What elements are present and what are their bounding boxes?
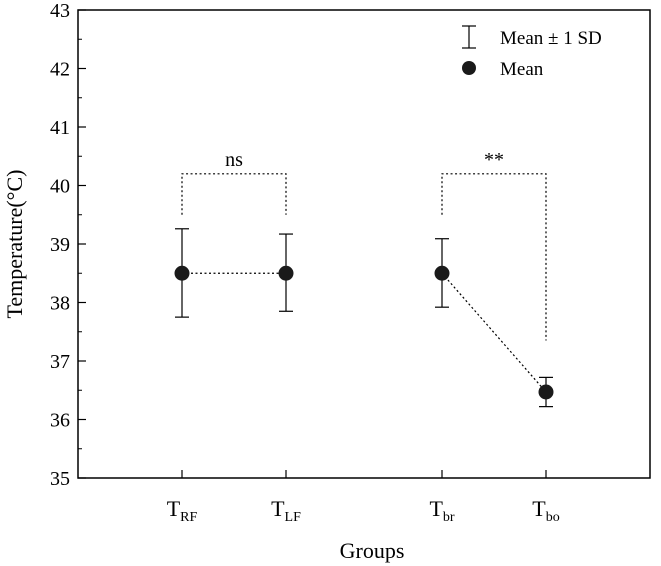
legend-mean-marker: [462, 61, 476, 75]
legend-label-mean: Mean: [500, 59, 544, 80]
significance-bracket: [441, 173, 547, 341]
y-tick-label: 35: [50, 468, 70, 490]
y-axis: 35 36 37 38 39 40 41 42 43: [50, 0, 86, 490]
y-axis-title: Temperature(°C): [2, 170, 27, 319]
mean-point: [278, 265, 294, 281]
mean-point: [174, 265, 190, 281]
y-tick-label: 38: [50, 293, 70, 315]
significance-brackets: ns **: [181, 149, 547, 341]
x-tick-label: TLF: [271, 496, 301, 525]
error-bars: [175, 228, 553, 408]
x-tick-label: TRF: [167, 496, 198, 525]
x-tick-label: Tbr: [429, 496, 454, 525]
y-tick-label: 41: [50, 117, 70, 139]
y-tick-label: 37: [50, 351, 70, 373]
mean-connectors: [182, 272, 547, 393]
significance-label: **: [484, 149, 504, 171]
y-tick-label: 39: [50, 234, 70, 256]
y-tick-label: 36: [50, 410, 70, 432]
plot-frame: [77, 9, 651, 479]
mean-point: [434, 265, 450, 281]
x-tick-label: Tbo: [532, 496, 559, 525]
y-tick-label: 43: [50, 0, 70, 22]
significance-bracket: [181, 173, 287, 215]
mean-point: [538, 384, 554, 400]
mean-connector-line: [441, 272, 547, 393]
mean-points: [174, 265, 554, 400]
x-axis: TRF TLF Tbr Tbo: [167, 470, 560, 525]
x-axis-title: Groups: [340, 538, 405, 563]
legend: Mean ± 1 SD Mean: [462, 25, 602, 80]
legend-label-sd: Mean ± 1 SD: [500, 28, 602, 49]
y-tick-label: 42: [50, 59, 70, 81]
significance-label: ns: [225, 149, 243, 171]
y-tick-label: 40: [50, 176, 70, 198]
